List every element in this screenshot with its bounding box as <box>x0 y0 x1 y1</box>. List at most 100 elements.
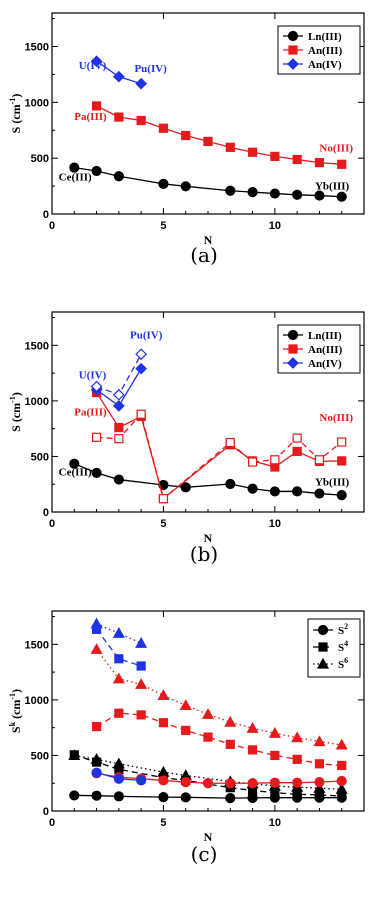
series-4 <box>91 768 347 789</box>
legend: Ln(III) An(III) An(IV) <box>277 324 361 374</box>
data-point <box>270 750 280 761</box>
data-point <box>113 400 125 412</box>
data-point <box>136 115 146 126</box>
data-point <box>181 725 191 736</box>
data-point <box>113 474 124 485</box>
data-point <box>158 123 169 133</box>
x-tick-label: 10 <box>269 817 281 829</box>
data-point <box>337 159 347 169</box>
data-point <box>136 710 146 720</box>
data-point <box>114 112 124 122</box>
data-point <box>91 790 102 801</box>
panel-label: (a) <box>190 243 218 267</box>
series-annotation: Yb(III) <box>315 180 350 192</box>
data-point <box>91 101 102 111</box>
data-point <box>225 739 235 749</box>
data-point <box>247 483 258 494</box>
series-3 <box>91 409 347 504</box>
legend-label: Ln(III) <box>308 31 342 43</box>
y-axis-label: S (cm-1) <box>8 392 23 432</box>
data-point <box>314 759 325 769</box>
data-point <box>136 775 147 786</box>
y-tick-label: 0 <box>43 507 49 519</box>
data-point <box>313 781 326 793</box>
series-5 <box>90 348 147 401</box>
data-point <box>224 715 237 727</box>
data-point <box>246 721 259 733</box>
legend-box <box>307 618 361 678</box>
data-point <box>180 792 191 803</box>
series-annotation: U(IV) <box>79 370 107 382</box>
data-point <box>91 165 102 177</box>
data-point <box>136 661 146 671</box>
data-point <box>158 178 169 189</box>
data-point <box>314 488 325 499</box>
x-tick-label: 0 <box>49 220 55 232</box>
data-point <box>292 754 302 764</box>
y-axis-label: S (cm-1) <box>8 94 23 134</box>
x-tick-label: 10 <box>269 518 281 530</box>
series-6 <box>90 643 348 750</box>
x-tick-label: 5 <box>160 220 166 232</box>
data-point <box>314 455 325 465</box>
data-point <box>90 753 103 764</box>
data-point <box>247 147 258 157</box>
data-point <box>135 362 147 375</box>
y-tick-label: 0 <box>43 806 49 818</box>
series-line <box>96 772 342 784</box>
data-point <box>292 154 302 165</box>
series-annotation: Pa(III) <box>74 406 107 418</box>
data-point <box>113 773 124 784</box>
data-point <box>136 409 146 419</box>
chart-panel-3: 0 5 10 0 500 1000 1500 N Sk (cm-1) S2 S4 S6 (c) <box>8 610 365 866</box>
x-tick-label: 5 <box>160 817 166 829</box>
data-point <box>225 437 235 448</box>
series-annotation: U(IV) <box>79 60 107 72</box>
data-point <box>292 486 303 497</box>
data-point <box>225 185 236 196</box>
data-point <box>335 738 348 750</box>
chart-panel-2: 0 5 10 0 500 1000 1500 N S (cm-1) Pu(IV) U(IV) Pa(I… <box>8 311 365 566</box>
data-point <box>247 778 258 789</box>
legend-label: An(IV) <box>308 59 342 71</box>
data-point <box>68 749 81 761</box>
series-2 <box>91 101 347 169</box>
y-tick-label: 500 <box>31 750 49 762</box>
data-point <box>292 446 302 457</box>
data-point <box>91 721 102 732</box>
data-point <box>225 142 235 152</box>
series-line <box>96 648 342 746</box>
data-point <box>337 760 347 771</box>
series-1 <box>69 790 347 804</box>
data-point <box>135 678 148 689</box>
series-line <box>96 412 343 500</box>
data-point <box>269 777 280 788</box>
data-point <box>292 777 303 788</box>
data-point <box>157 689 170 701</box>
legend-marker <box>318 642 328 652</box>
series-annotation: Yb(III) <box>315 476 350 488</box>
data-point <box>336 191 347 202</box>
data-point <box>247 745 258 755</box>
data-point <box>113 70 125 83</box>
x-tick-label: 10 <box>269 220 281 232</box>
data-point <box>113 388 125 401</box>
data-point <box>179 699 192 711</box>
data-point <box>157 765 170 777</box>
data-point <box>291 731 304 743</box>
legend-marker <box>287 357 299 369</box>
data-point <box>135 348 147 361</box>
series-annotation: Pu(IV) <box>130 330 163 342</box>
y-tick-label: 1500 <box>25 639 49 651</box>
data-point <box>180 482 191 493</box>
legend-label: S4 <box>338 639 348 654</box>
series-5 <box>91 708 347 771</box>
panel-label: (c) <box>191 842 218 866</box>
data-point <box>90 55 103 68</box>
series-annotation: Pa(III) <box>74 111 107 123</box>
data-point <box>247 187 258 198</box>
x-tick-label: 5 <box>160 518 166 530</box>
y-tick-label: 500 <box>31 153 49 165</box>
series-annotation: No(III) <box>319 412 353 424</box>
legend-label: S6 <box>338 656 348 671</box>
